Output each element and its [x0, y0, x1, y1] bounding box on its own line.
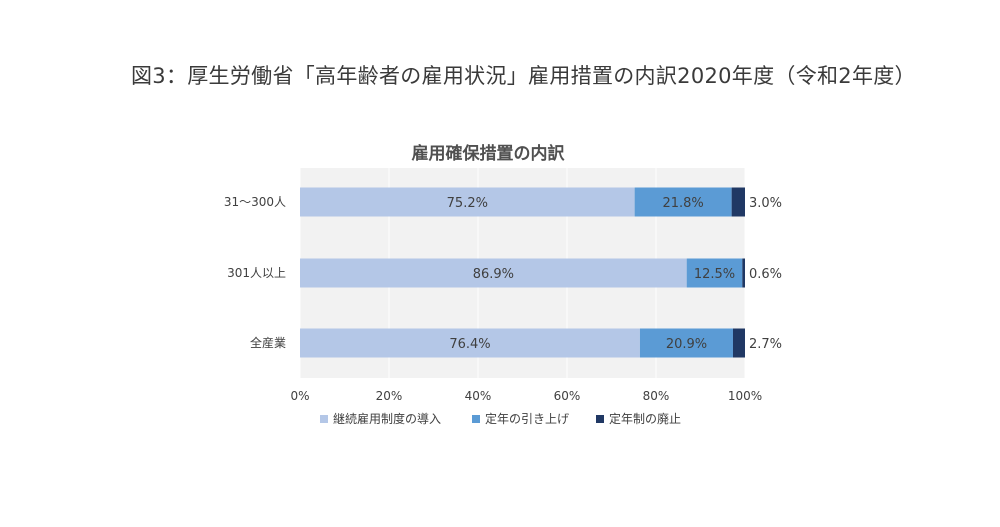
legend-swatch [472, 415, 480, 423]
bar-segment [639, 328, 733, 358]
data-label: 3.0% [749, 196, 782, 211]
x-tick-label: 100% [728, 389, 762, 403]
bar-segment [732, 328, 745, 358]
legend-item-label: 定年の引き上げ [485, 411, 569, 426]
x-tick-label: 40% [465, 389, 492, 403]
plot-area: 0% 20% 40% 60% 80% 100% 31～300人 75.2% 21.8% 3.0% 3… [224, 168, 782, 403]
bar-segment [686, 258, 743, 288]
bar-segment [742, 258, 745, 288]
category-label: 31～300人 [224, 195, 286, 209]
legend-item-label: 継続雇用制度の導入 [333, 411, 441, 426]
category-label: 全産業 [250, 335, 286, 350]
bar-segment [300, 258, 687, 288]
data-label: 86.9% [473, 267, 514, 282]
x-tick-label: 0% [290, 389, 309, 403]
x-tick-label: 60% [554, 389, 581, 403]
category-label: 301人以上 [227, 266, 286, 280]
data-label: 2.7% [749, 337, 782, 352]
bar-segment [300, 187, 635, 217]
legend-swatch [596, 415, 604, 423]
page-title: 図3：厚生労働省「高年齢者の雇用状況」雇用措置の内訳2020年度（令和2年度） [131, 64, 916, 88]
data-label: 21.8% [662, 196, 703, 211]
bar-segment [731, 187, 745, 217]
x-tick-label: 80% [643, 389, 670, 403]
legend: 継続雇用制度の導入 定年の引き上げ 定年制の廃止 [320, 411, 681, 426]
data-label: 20.9% [666, 337, 707, 352]
bar-segment [300, 328, 640, 358]
data-label: 75.2% [447, 196, 488, 211]
bar-segment [634, 187, 732, 217]
data-label: 76.4% [449, 337, 490, 352]
data-label: 0.6% [749, 267, 782, 282]
chart-title: 雇用確保措置の内訳 [412, 143, 566, 164]
legend-swatch [320, 415, 328, 423]
data-label: 12.5% [694, 267, 735, 282]
x-tick-label: 20% [376, 389, 403, 403]
legend-item-label: 定年制の廃止 [609, 411, 681, 426]
